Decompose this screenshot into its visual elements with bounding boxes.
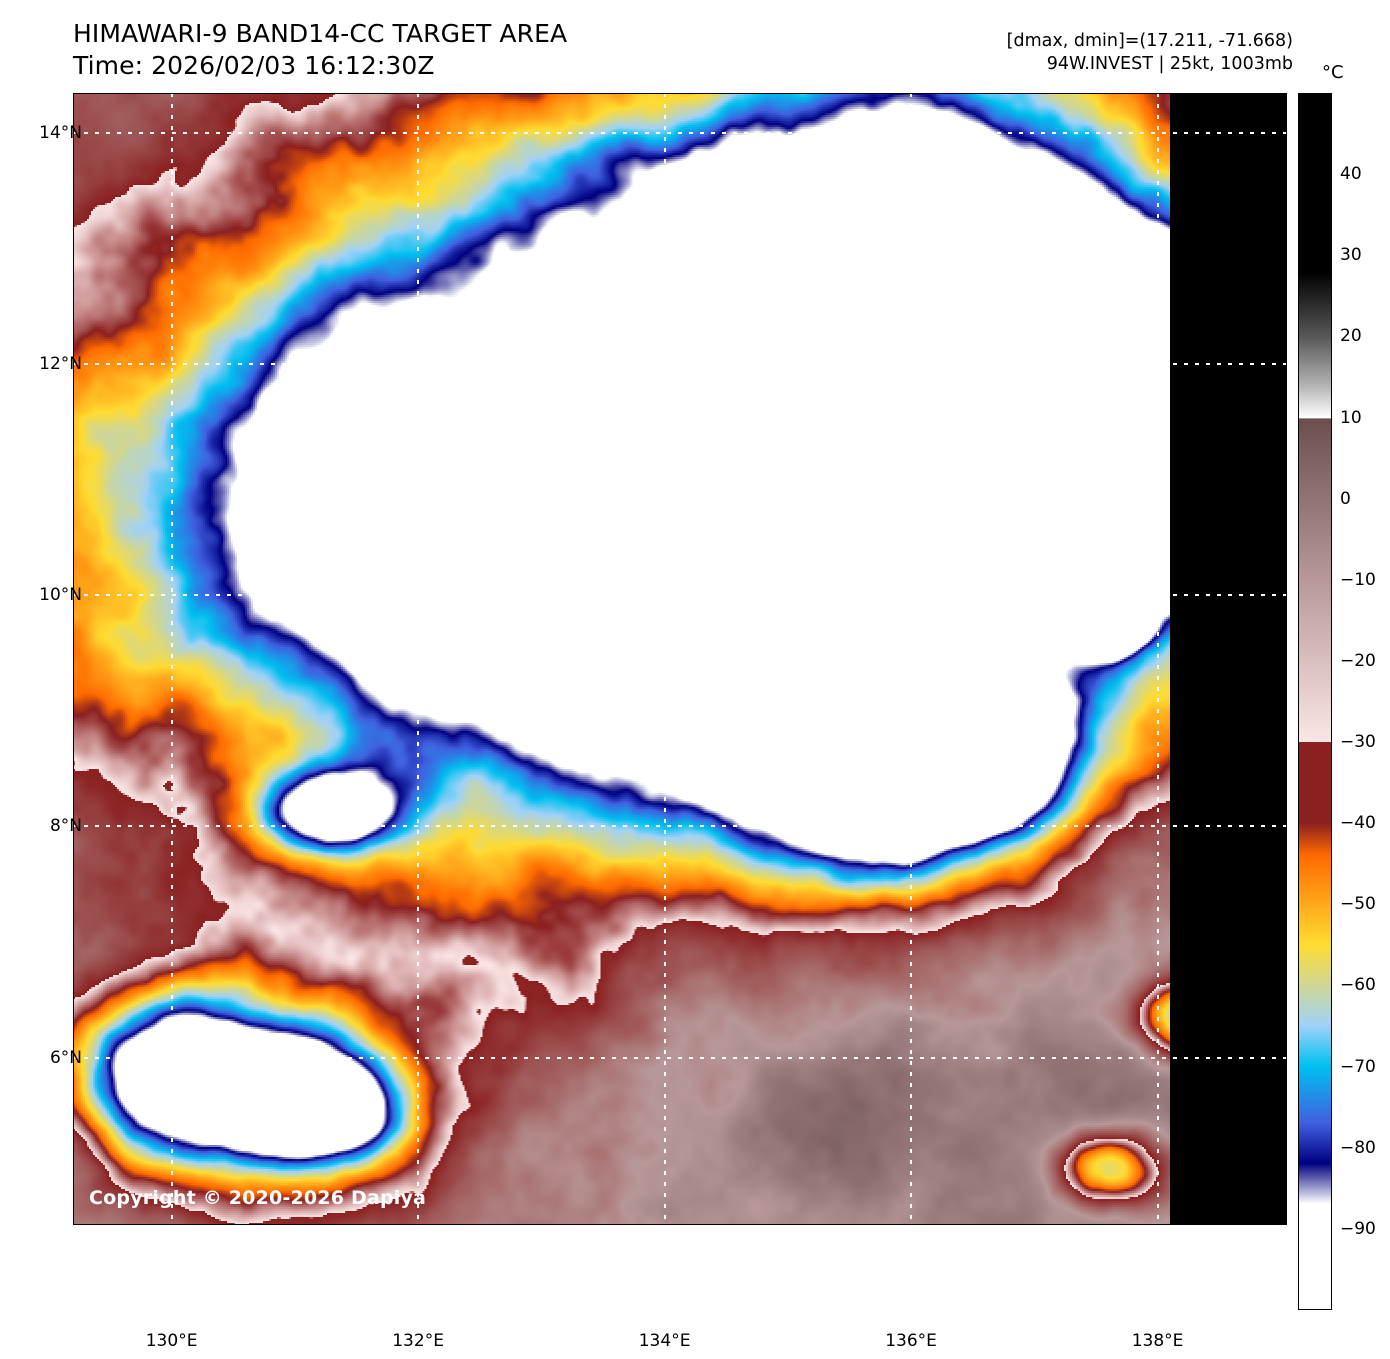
colorbar-tick-label: 10 xyxy=(1340,407,1362,428)
copyright-label: Copyright © 2020-2026 Dapiya xyxy=(89,1187,427,1209)
colorbar-tick-label: 0 xyxy=(1340,488,1351,509)
x-tick-label: 132°E xyxy=(392,1331,444,1351)
metadata-block: [dmax, dmin]=(17.211, -71.668) 94W.INVES… xyxy=(1007,30,1293,76)
y-tick-label: 8°N xyxy=(49,816,82,837)
x-tick-label: 130°E xyxy=(145,1331,198,1351)
gridline-lon-136E xyxy=(910,93,913,1225)
gridline-lat-12N xyxy=(73,363,1287,366)
gridline-lon-130E xyxy=(170,93,173,1225)
x-tick-label: 134°E xyxy=(638,1331,691,1351)
colorbar-tick-label: 20 xyxy=(1340,326,1362,347)
gridline-lon-134E xyxy=(663,93,666,1225)
gridline-lat-10N xyxy=(73,594,1287,597)
x-tick-label: 136°E xyxy=(885,1331,937,1351)
colorbar-gradient xyxy=(1299,94,1331,1309)
satellite-raster xyxy=(73,93,1170,1225)
gridline-lat-8N xyxy=(73,825,1287,828)
dmax-dmin-label: [dmax, dmin]=(17.211, -71.668) xyxy=(1006,31,1293,51)
colorbar xyxy=(1298,93,1332,1310)
x-tick-label: 138°E xyxy=(1131,1331,1184,1351)
y-tick-label: 14°N xyxy=(39,123,82,144)
y-tick-label: 6°N xyxy=(49,1047,82,1068)
title-line: HIMAWARI-9 BAND14-CC TARGET AREA xyxy=(73,19,568,48)
colorbar-tick-label: −20 xyxy=(1340,650,1376,671)
time-line: Time: 2026/02/03 16:12:30Z xyxy=(73,51,435,80)
storm-info-label: 94W.INVEST | 25kt, 1003mb xyxy=(1046,53,1293,74)
colorbar-tick-label: −50 xyxy=(1340,894,1376,915)
satellite-image-plot: Copyright © 2020-2026 Dapiya xyxy=(73,93,1287,1225)
gridline-lon-132E xyxy=(417,93,420,1225)
y-tick-label: 10°N xyxy=(39,585,82,606)
y-tick-label: 12°N xyxy=(39,354,82,375)
colorbar-tick-label: 40 xyxy=(1340,164,1362,185)
colorbar-tick-label: −70 xyxy=(1340,1056,1376,1077)
gridline-lat-14N xyxy=(73,132,1287,135)
satellite-canvas xyxy=(73,93,1170,1225)
colorbar-tick-label: −30 xyxy=(1340,732,1376,753)
page-title: HIMAWARI-9 BAND14-CC TARGET AREA Time: 2… xyxy=(73,18,567,82)
colorbar-tick-label: −90 xyxy=(1340,1218,1376,1239)
colorbar-tick-label: 30 xyxy=(1340,245,1362,266)
colorbar-tick-label: −80 xyxy=(1340,1137,1376,1158)
gridline-lat-6N xyxy=(73,1056,1287,1059)
colorbar-unit-label: °C xyxy=(1322,62,1344,83)
colorbar-tick-label: −60 xyxy=(1340,975,1376,996)
colorbar-tick-label: −10 xyxy=(1340,569,1376,590)
gridline-lon-138E xyxy=(1156,93,1159,1225)
colorbar-tick-label: −40 xyxy=(1340,813,1376,834)
